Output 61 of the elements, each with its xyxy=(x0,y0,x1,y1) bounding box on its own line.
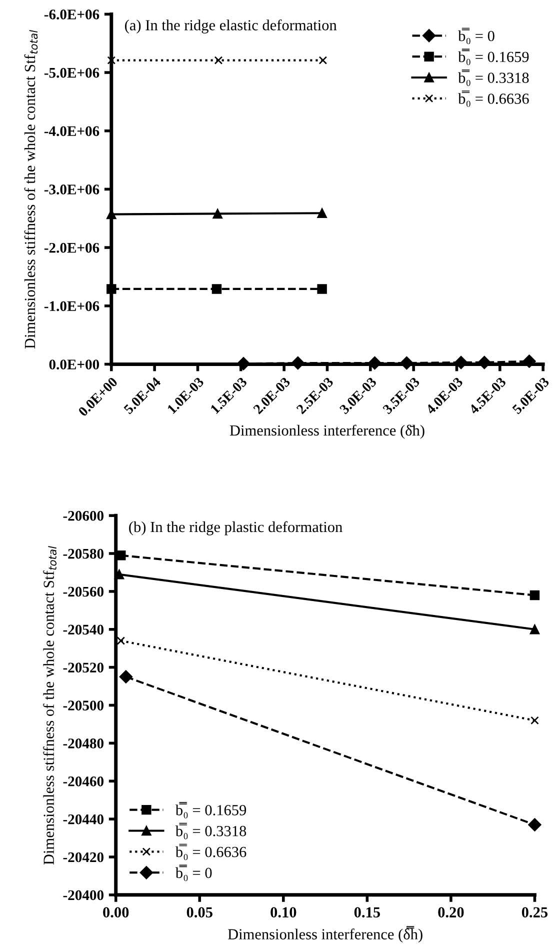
point xyxy=(530,716,539,725)
y-tick-label: -4.0E+06 xyxy=(44,126,100,136)
y-tick-label: -2.0E+06 xyxy=(44,242,100,253)
point xyxy=(236,357,250,370)
y-tick-label: -20460 xyxy=(63,776,104,786)
y-tick-label: -20500 xyxy=(63,700,104,710)
legend-label: b̿₀ = 0.1659 xyxy=(458,48,529,66)
point xyxy=(119,670,132,684)
y-tick-label: -20580 xyxy=(63,548,104,559)
y-tick-label: -20560 xyxy=(63,586,104,597)
legend-label: b̿₀ = 0.3318 xyxy=(175,822,246,840)
point xyxy=(368,356,382,370)
y-tick-label: -6.0E+06 xyxy=(44,10,100,20)
point xyxy=(214,56,223,64)
y-tick-label: -20400 xyxy=(63,890,104,900)
y-tick-label: -5.0E+06 xyxy=(44,68,100,78)
point xyxy=(212,208,222,219)
x-axis-title: Dimensionless interference (δ̄h) xyxy=(230,424,424,439)
chart-title: (b) In the ridge plastic deformation xyxy=(129,521,342,536)
legend-label: b̿₀ = 0.1659 xyxy=(175,802,246,818)
x-axis-title: Dimensionless interference (δ̿h) xyxy=(228,926,422,943)
point xyxy=(317,208,327,218)
y-tick-label: -20540 xyxy=(63,624,104,635)
y-axis-title: Dimensionless stiffness of the whole contact Stf$_{total}$ xyxy=(24,30,38,349)
point xyxy=(530,590,540,600)
point xyxy=(116,636,126,645)
y-axis-title: Dimensionless stiffness of the whole contact Stf$_{total}$ xyxy=(43,546,56,865)
y-tick-label: -3.0E+06 xyxy=(44,184,100,194)
y-tick-label: -20440 xyxy=(63,814,104,824)
y-tick-label: -20520 xyxy=(63,662,104,673)
point xyxy=(528,818,542,832)
y-tick-label: 0.0E+00 xyxy=(49,360,100,370)
point xyxy=(107,56,116,64)
y-tick-label: -1.0E+06 xyxy=(44,301,100,312)
point xyxy=(318,56,328,64)
point xyxy=(522,354,536,368)
x-tick-label: 0.10 xyxy=(270,907,296,918)
point xyxy=(212,284,222,294)
point xyxy=(478,356,491,370)
x-tick-label: 0.00 xyxy=(103,907,129,918)
x-tick-label: 0.20 xyxy=(438,907,464,918)
point xyxy=(291,356,304,370)
legend-label: b̿₀ = 0 xyxy=(458,28,494,44)
x-tick-label: 0.05 xyxy=(186,907,212,918)
x-tick-label: 0.25 xyxy=(522,907,548,918)
chart-title: (a) In the ridge elastic deformation xyxy=(125,19,337,34)
point xyxy=(530,624,540,634)
point xyxy=(106,284,116,294)
point xyxy=(317,284,327,294)
legend-label: b̿₀ = 0.6636 xyxy=(175,844,246,860)
point xyxy=(116,550,126,560)
point xyxy=(114,570,124,580)
y-tick-label: -20420 xyxy=(63,852,104,862)
x-tick-label: 0.15 xyxy=(354,907,380,918)
legend-label: b̿₀ = 0 xyxy=(175,864,212,882)
point xyxy=(400,356,414,370)
y-tick-label: -20480 xyxy=(63,738,104,748)
point xyxy=(454,356,468,370)
legend-label: b̿₀ = 0.3318 xyxy=(458,70,529,86)
y-tick-label: -20600 xyxy=(63,510,104,521)
legend-label: b̿₀ = 0.6636 xyxy=(458,90,529,107)
